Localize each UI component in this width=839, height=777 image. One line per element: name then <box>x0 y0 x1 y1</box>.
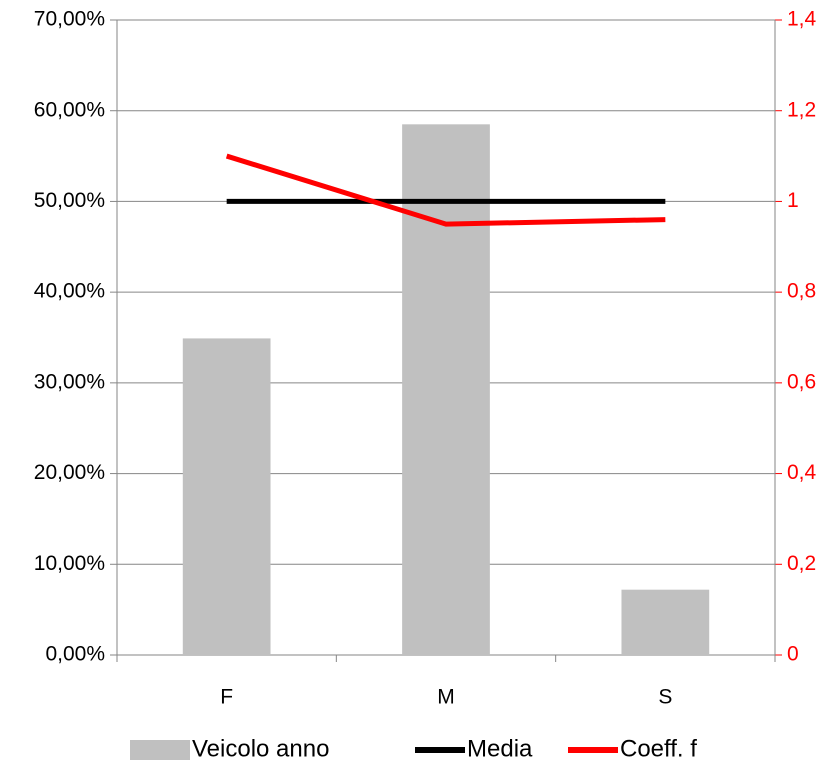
y-tick-label: 60,00% <box>34 98 105 121</box>
legend-label: Coeff. f <box>620 735 697 762</box>
y2-tick-label: 1 <box>787 189 799 212</box>
y2-tick-label: 0,2 <box>787 552 816 575</box>
y2-tick-label: 0,6 <box>787 370 816 393</box>
y2-tick-label: 1,2 <box>787 98 816 121</box>
y-tick-label: 20,00% <box>34 461 105 484</box>
y-tick-label: 70,00% <box>34 8 105 31</box>
y-tick-label: 50,00% <box>34 189 105 212</box>
legend: Veicolo anno Media Coeff. f <box>130 735 697 762</box>
y2-tick-label: 0,8 <box>787 280 816 303</box>
legend-label: Veicolo anno <box>192 735 329 762</box>
bar <box>621 589 710 655</box>
legend-swatch <box>130 740 190 760</box>
legend-label: Media <box>467 735 533 762</box>
y-tick-label: 0,00% <box>45 643 105 666</box>
y-tick-label: 40,00% <box>34 280 105 303</box>
x-tick-label: F <box>220 686 233 709</box>
y2-tick-label: 1,4 <box>787 8 817 31</box>
x-tick-label: S <box>658 686 672 709</box>
x-tick-label: M <box>437 686 455 709</box>
line <box>225 153 666 227</box>
y-tick-label: 10,00% <box>34 552 105 575</box>
y-tick-label: 30,00% <box>34 370 105 393</box>
bar <box>182 338 271 655</box>
y2-tick-label: 0,4 <box>787 461 817 484</box>
y2-tick-label: 0 <box>787 643 799 666</box>
